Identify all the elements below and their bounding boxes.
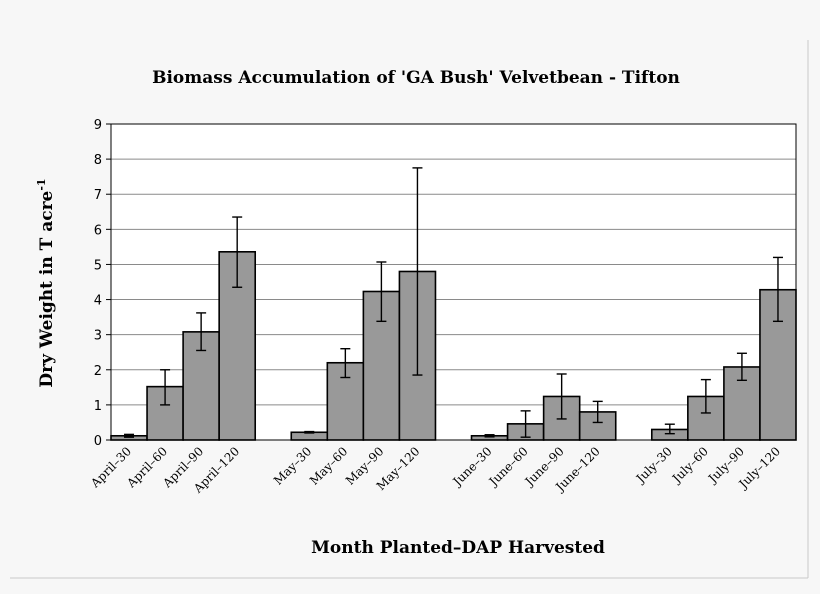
x-tick-label: May–30	[271, 444, 314, 487]
y-tick-label: 7	[94, 188, 102, 203]
x-tick-label: June–60	[485, 444, 531, 490]
y-axis-label-text: Dry Weight in T acre	[37, 190, 57, 387]
y-tick-label: 4	[94, 294, 102, 309]
plot-area: 0123456789April–30April–60April–90April–…	[87, 118, 797, 496]
y-tick-label: 1	[94, 399, 102, 414]
y-tick-label: 0	[94, 434, 102, 449]
y-tick-label: 5	[94, 258, 102, 273]
chart-title: Biomass Accumulation of 'GA Bush' Velvet…	[152, 68, 680, 88]
y-tick-label: 9	[94, 118, 102, 133]
x-tick-label: July–30	[632, 444, 675, 487]
bar-may-3	[362, 290, 401, 441]
y-tick-label: 6	[94, 223, 102, 238]
y-tick-label: 8	[94, 153, 102, 168]
x-tick-label: July–60	[668, 444, 711, 487]
y-tick-label: 3	[94, 329, 102, 344]
y-axis-label-superscript: -1	[35, 178, 48, 190]
y-axis-label: Dry Weight in T acre-1	[35, 178, 57, 387]
x-tick-label: May–60	[307, 444, 350, 487]
x-axis-label: Month Planted–DAP Harvested	[311, 538, 605, 558]
plot-border	[110, 123, 797, 441]
y-tick-label: 2	[94, 364, 102, 379]
x-tick-label: June–30	[449, 444, 495, 490]
